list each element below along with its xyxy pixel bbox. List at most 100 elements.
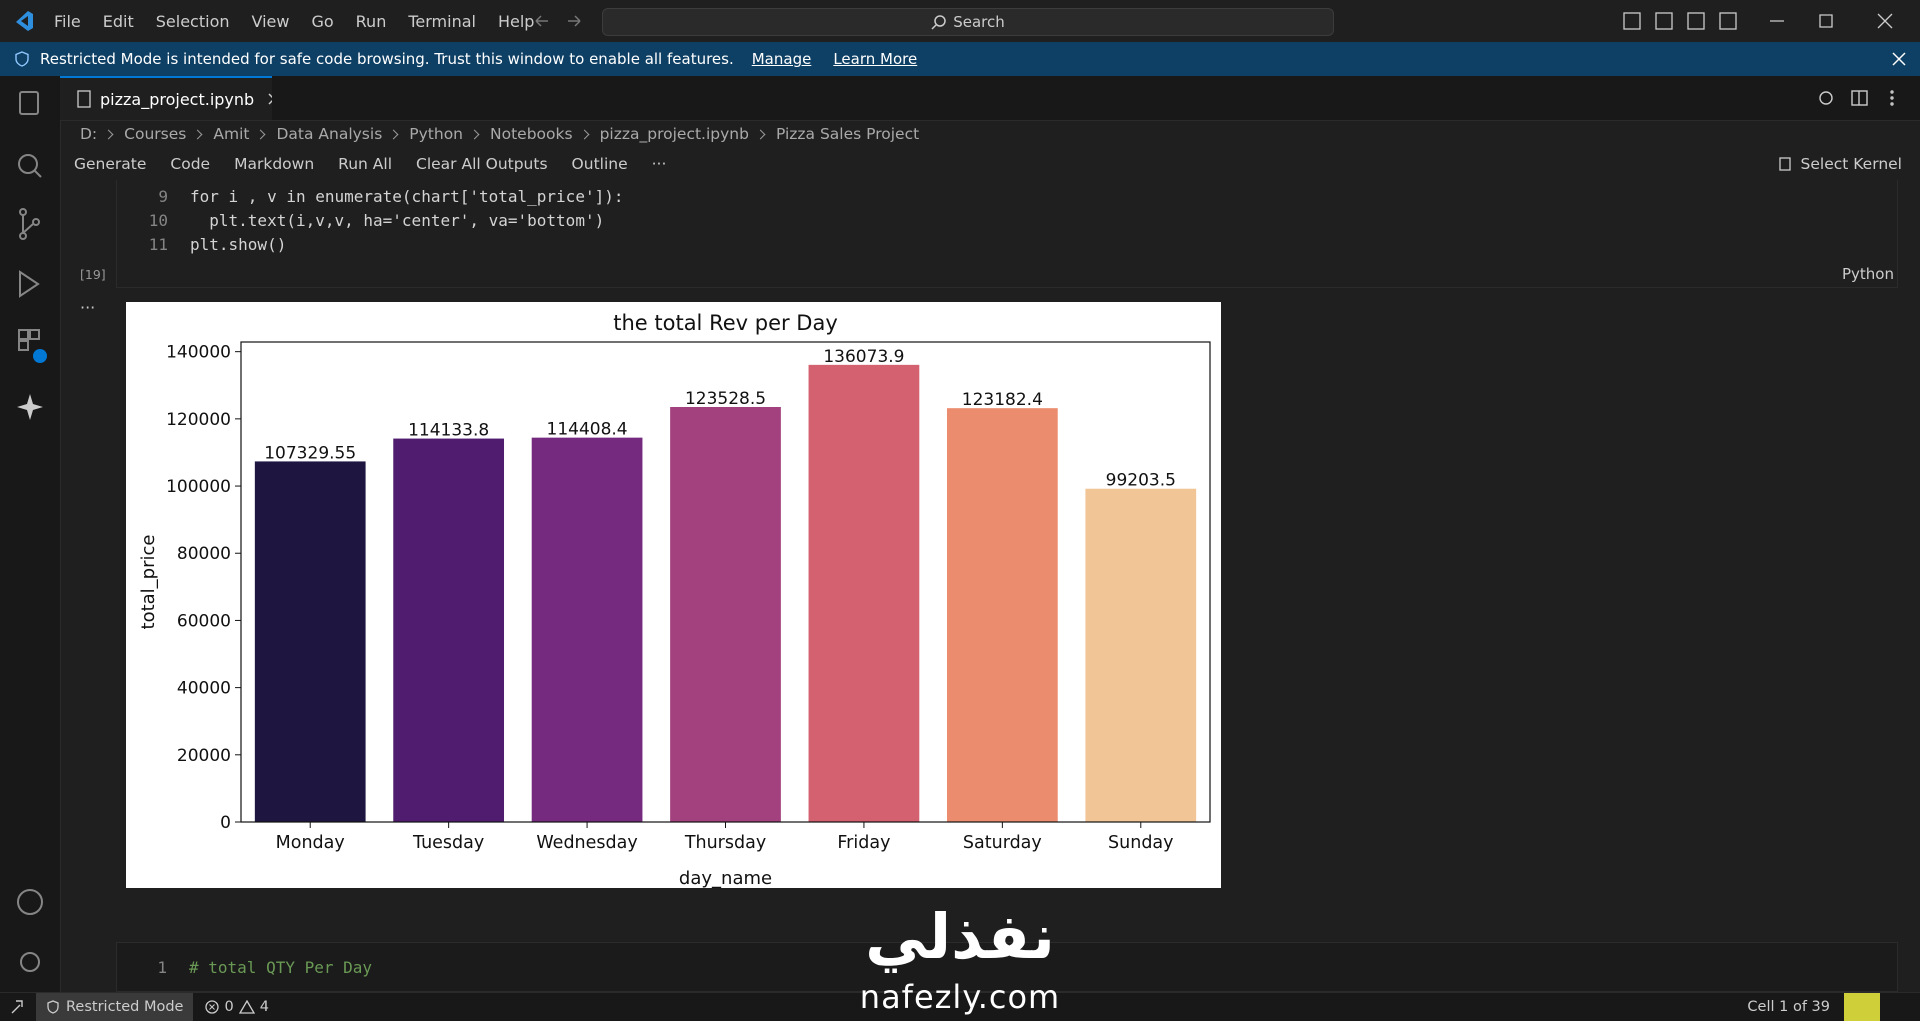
breadcrumb[interactable]: Courses	[124, 125, 187, 143]
y-tick-label: 120000	[166, 410, 231, 430]
crumb-separator	[256, 129, 266, 139]
y-tick-label: 100000	[166, 477, 231, 497]
breadcrumb[interactable]: D:	[80, 125, 98, 143]
x-tick-label: Wednesday	[536, 833, 637, 853]
x-tick-label: Saturday	[963, 833, 1042, 853]
more-actions[interactable]: ···	[651, 155, 667, 173]
toolbar-button[interactable]: Generate	[74, 155, 147, 173]
bar	[946, 408, 1058, 822]
banner-link[interactable]: Learn More	[833, 50, 918, 68]
notebook-toolbar: Generate Code Markdown Run All Clear All Out…	[74, 148, 666, 180]
crumb-separator	[192, 129, 203, 139]
value-label: 123528.5	[685, 389, 766, 409]
banner-link[interactable]: Manage	[751, 50, 812, 68]
menu-item[interactable]: View	[251, 11, 290, 31]
menu-item[interactable]: Terminal	[408, 11, 476, 31]
search-label: Search	[953, 13, 1005, 31]
toolbar-button[interactable]: Outline	[571, 155, 628, 173]
next-code-cell: 1 # total QTY Per Day	[116, 942, 1898, 992]
y-axis-label: total_price	[138, 535, 159, 630]
restricted-mode-badge[interactable]: Restricted Mode	[36, 993, 194, 1021]
window-controls[interactable]	[1620, 10, 1910, 32]
activity-icons[interactable]	[0, 76, 60, 992]
code-line: # total QTY Per Day	[189, 957, 373, 977]
menu-item[interactable]: Go	[311, 11, 334, 31]
breadcrumb[interactable]: pizza_project.ipynb	[599, 125, 749, 143]
line-number: 10	[148, 210, 168, 230]
chart: the total Rev per Day day_name total_price…	[138, 311, 1211, 889]
toolbar-button[interactable]: Clear All Outputs	[416, 155, 548, 173]
breadcrumb[interactable]: Notebooks	[490, 125, 573, 143]
menu-item[interactable]: Edit	[102, 11, 134, 31]
x-tick-label: Sunday	[1108, 833, 1173, 853]
menu-item[interactable]: Run	[355, 11, 387, 31]
code-cell	[116, 180, 1898, 288]
menu-item[interactable]: Help	[497, 11, 535, 31]
problems[interactable]: 0 4	[205, 999, 269, 1015]
app-icon	[16, 11, 33, 31]
x-tick-label: Monday	[276, 833, 345, 853]
y-tick-label: 80000	[177, 544, 231, 564]
x-tick-label: Friday	[837, 833, 890, 853]
value-label: 107329.55	[264, 443, 356, 463]
bar	[808, 364, 920, 822]
y-tick-label: 20000	[177, 746, 231, 766]
breadcrumb[interactable]: Python	[409, 125, 464, 143]
editor-tab[interactable]: pizza_project.ipynb	[60, 76, 272, 120]
chart-title: the total Rev per Day	[613, 311, 838, 335]
execution-count: [19]	[80, 267, 106, 282]
code-row: 9 for i , v in enumerate(chart['total_pri…	[118, 184, 623, 208]
value-label: 114133.8	[408, 421, 489, 441]
watermark-arabic: نفذلي	[865, 900, 1055, 973]
code-row: 11 plt.show()	[118, 232, 623, 256]
nav-arrows[interactable]	[532, 12, 592, 30]
editor-actions[interactable]	[1816, 88, 1906, 108]
code-line: plt.text(i,v,v, ha='center', va='bottom'…	[190, 210, 605, 230]
menu-item[interactable]: Selection	[155, 11, 230, 31]
x-tick-label: Thursday	[684, 833, 766, 853]
error-count: 0	[224, 999, 234, 1015]
menu-item[interactable]: File	[54, 11, 81, 31]
crumb-separator	[469, 129, 480, 139]
code-line: for i , v in enumerate(chart['total_pric…	[190, 186, 624, 206]
toolbar-button[interactable]: Code	[170, 155, 211, 173]
warning-count: 4	[259, 999, 269, 1015]
crumb-separator	[755, 129, 766, 139]
breadcrumb[interactable]: Data Analysis	[276, 125, 383, 143]
output-menu[interactable]: ···	[80, 298, 96, 317]
value-label: 123182.4	[962, 390, 1043, 410]
watermark-latin: nafezly.com	[859, 978, 1061, 1016]
crumb-separator	[579, 129, 590, 139]
activity-bar	[0, 76, 61, 992]
close-banner[interactable]	[1892, 52, 1906, 66]
y-tick-label: 140000	[166, 343, 231, 363]
value-label: 99203.5	[1106, 471, 1176, 491]
y-tick-label: 60000	[177, 611, 231, 631]
status-mode: Restricted Mode	[66, 999, 184, 1015]
bar	[1085, 488, 1197, 822]
tab-bar	[60, 76, 1920, 121]
cell-position[interactable]: Cell 1 of 39	[1747, 999, 1830, 1015]
remote-icon[interactable]	[0, 993, 36, 1021]
line-number: 9	[158, 186, 168, 206]
kernel-label: Select Kernel	[1800, 155, 1902, 173]
banner-links: Manage Learn More	[752, 50, 917, 68]
value-label: 136073.9	[823, 347, 904, 367]
search-box[interactable]: Search	[602, 8, 1334, 36]
toolbar-button[interactable]: Markdown	[234, 155, 315, 173]
toolbar-button[interactable]: Run All	[338, 155, 393, 173]
bar	[254, 461, 366, 822]
kernel-picker[interactable]: Select Kernel	[1777, 148, 1902, 180]
code-row: 10 plt.text(i,v,v, ha='center', va='bott…	[118, 208, 623, 232]
breadcrumbs: D: Courses Amit Data Analysis Python Notebook…	[80, 120, 919, 148]
breadcrumb[interactable]: Amit	[213, 125, 250, 143]
chart-output: the total Rev per Day day_name total_price…	[126, 302, 1221, 889]
banner-message: Restricted Mode is intended for safe cod…	[40, 50, 734, 68]
breadcrumb[interactable]: Pizza Sales Project	[775, 125, 920, 143]
y-tick-label: 40000	[177, 679, 231, 699]
status-highlight[interactable]	[1844, 993, 1880, 1021]
cell-language[interactable]: Python	[1842, 265, 1894, 283]
menu-bar: File Edit Selection View Go Run Terminal Help	[54, 0, 534, 42]
line-number: 1	[157, 957, 167, 977]
